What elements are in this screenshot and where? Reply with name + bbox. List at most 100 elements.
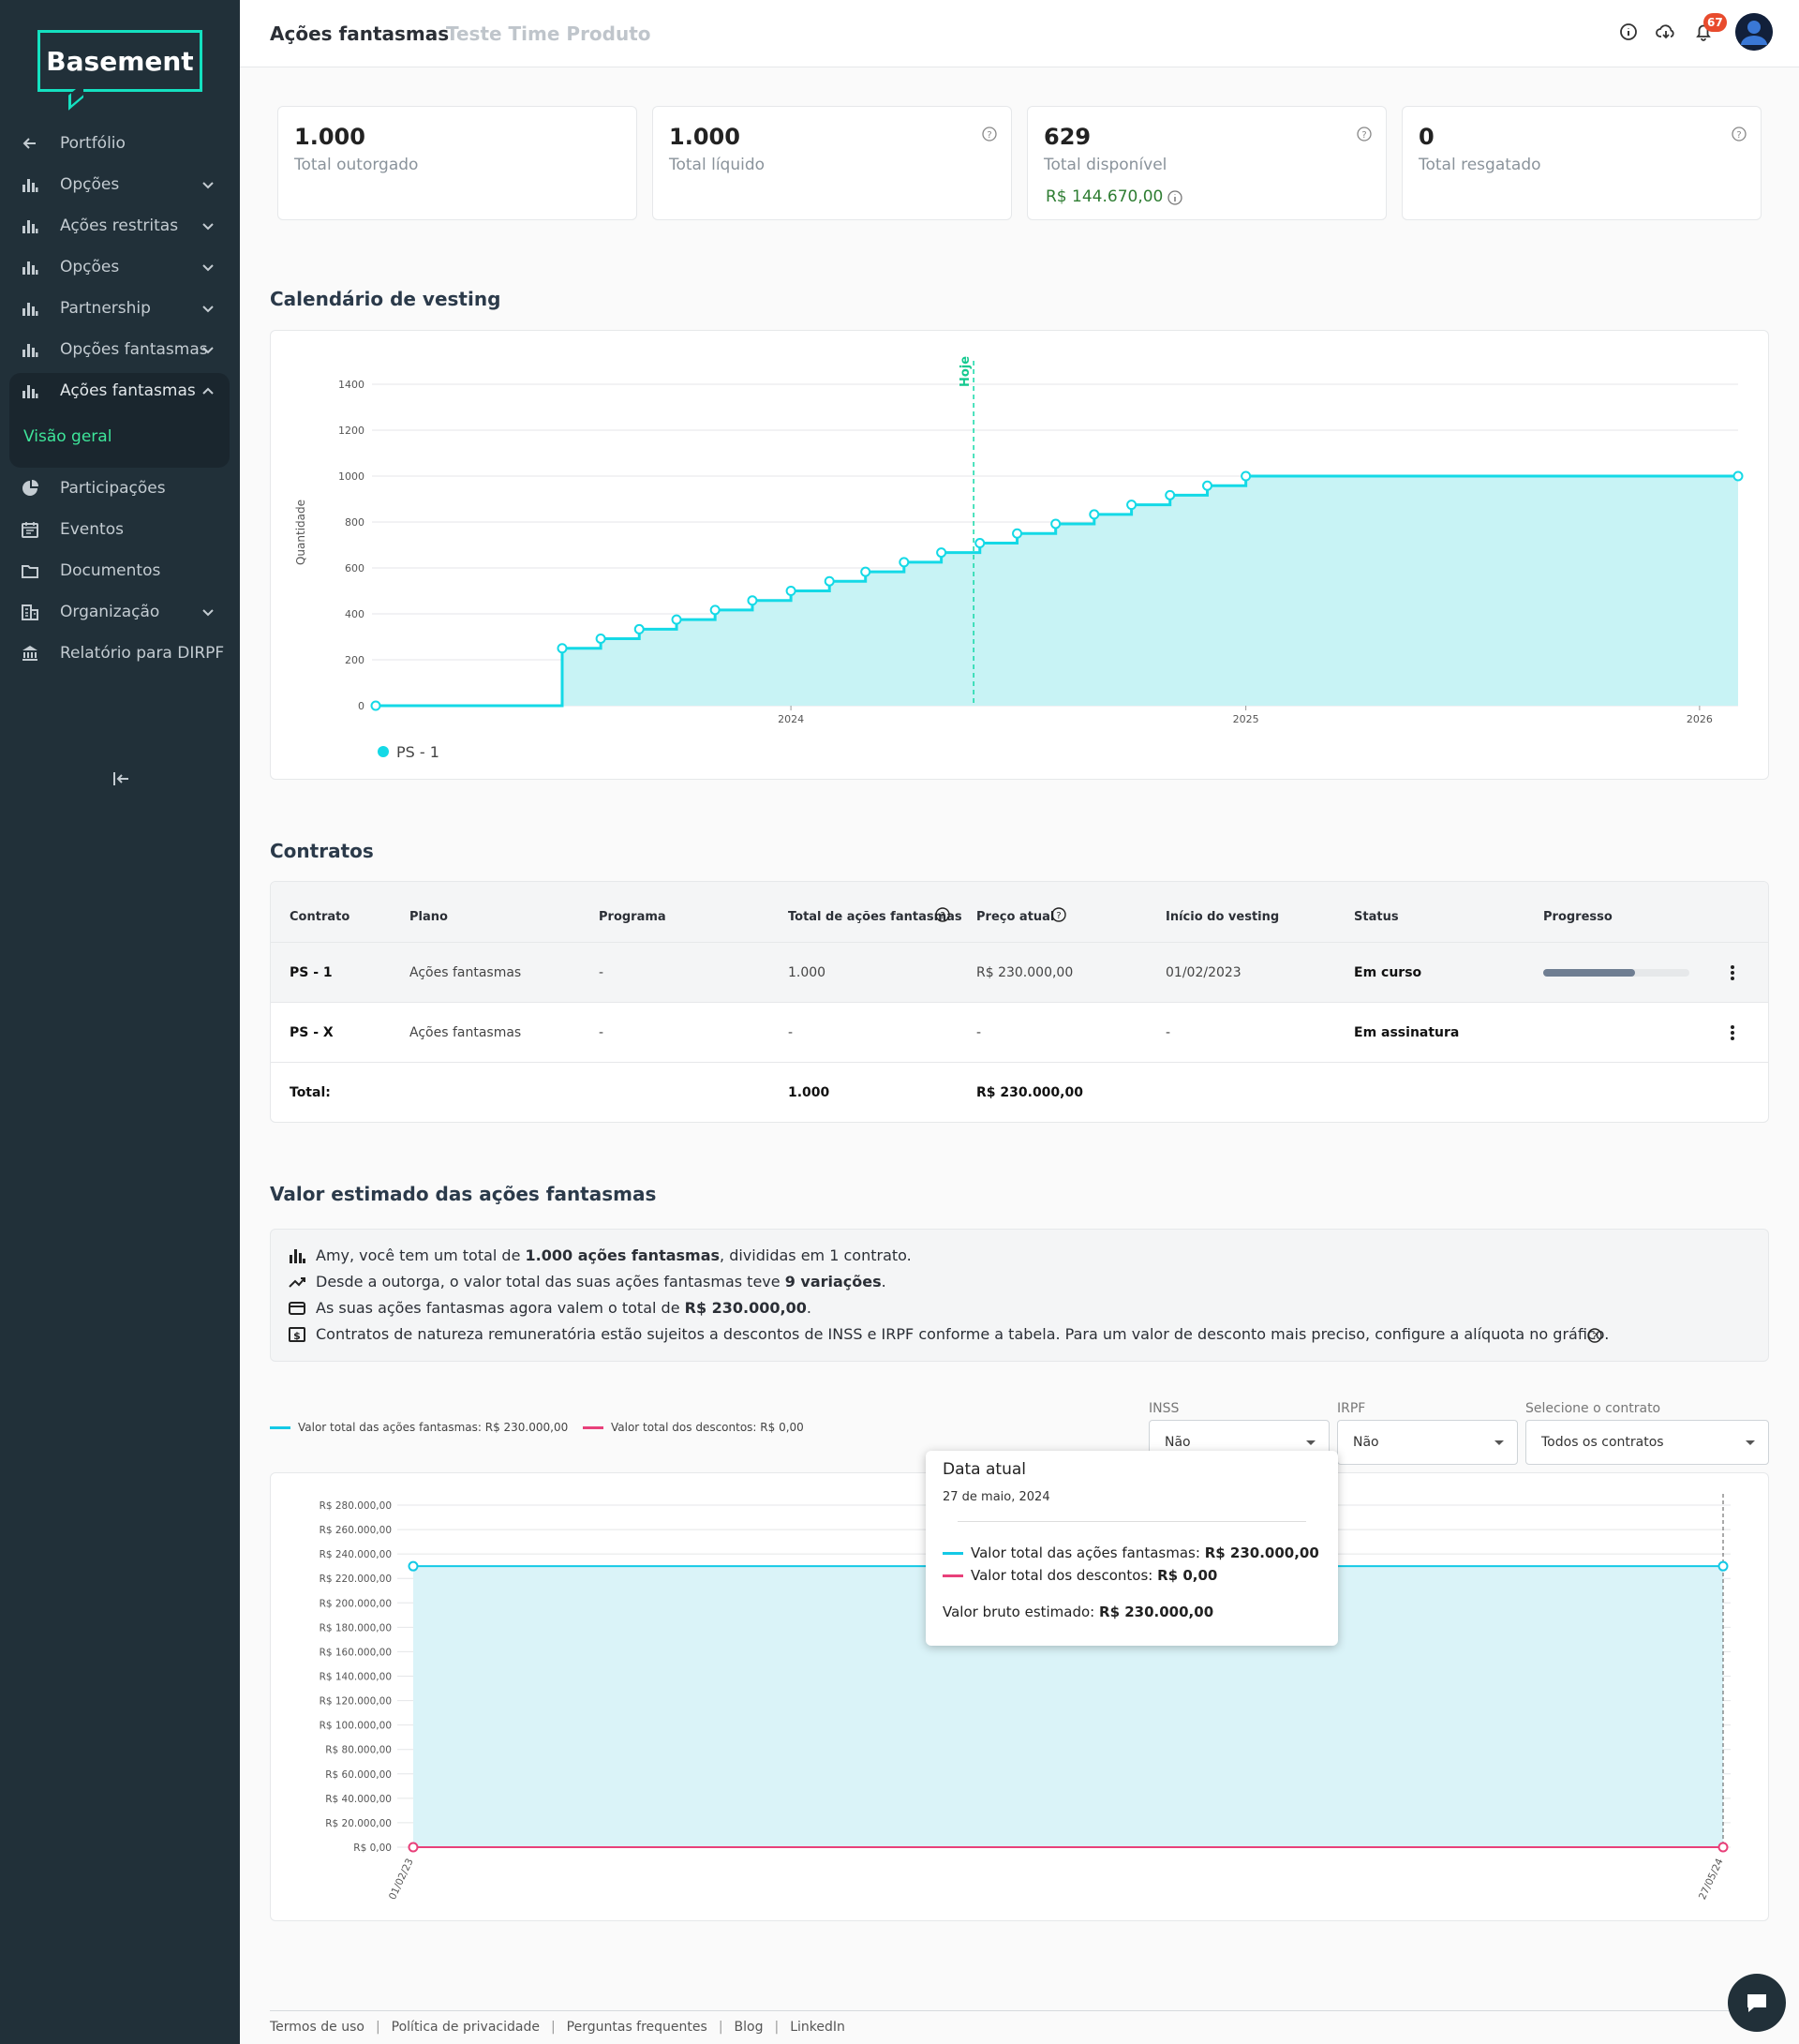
info-icon[interactable] — [1617, 21, 1640, 43]
data-point[interactable] — [974, 538, 986, 549]
sidebar-item-label: Ações fantasmas — [60, 381, 196, 400]
footer-divider — [270, 2010, 1769, 2011]
legend-item-descontos[interactable]: Valor total dos descontos: R$ 0,00 — [583, 1421, 804, 1434]
chevron-down-icon — [201, 342, 216, 357]
sidebar-item-organiza-o[interactable]: Organização — [0, 591, 240, 633]
info-icon[interactable] — [1167, 189, 1183, 206]
sidebar-item-partnership[interactable]: Partnership — [0, 288, 240, 329]
y-axis-label: Quantidade — [294, 500, 307, 565]
today-label: Hoje — [959, 356, 973, 387]
cell-contrato[interactable]: PS - X — [290, 1025, 334, 1040]
sidebar-item-label: Opções — [60, 175, 120, 194]
sidebar-item-label: Documentos — [60, 561, 161, 580]
svg-text:?: ? — [1736, 130, 1741, 141]
data-point[interactable] — [860, 566, 871, 577]
data-point[interactable] — [557, 643, 568, 654]
sidebar-item-op-es[interactable]: Opções — [0, 164, 240, 205]
sidebar-item-eventos[interactable]: Eventos — [0, 509, 240, 550]
data-point[interactable] — [408, 1560, 419, 1572]
data-point[interactable] — [1012, 528, 1023, 539]
footer-link-faq[interactable]: Perguntas frequentes — [566, 2020, 707, 2035]
data-point[interactable] — [595, 633, 606, 644]
progress-fill — [1543, 969, 1636, 977]
help-icon[interactable]: ? — [1050, 906, 1067, 923]
data-point[interactable] — [709, 604, 721, 616]
footer-link-termos[interactable]: Termos de uso — [270, 2020, 364, 2035]
contract-select-label: Selecione o contrato — [1525, 1401, 1661, 1416]
data-point[interactable] — [1717, 1560, 1729, 1572]
col-total: Total de ações fantasmas — [788, 910, 962, 924]
tooltip-swatch — [943, 1551, 963, 1555]
collapse-sidebar-icon[interactable] — [111, 768, 131, 789]
x-tick-label: 27/05/24 — [1697, 1857, 1726, 1902]
table-row[interactable]: PS - X Ações fantasmas - - - - Em assina… — [271, 1002, 1768, 1062]
footer-link-linkedin[interactable]: LinkedIn — [790, 2020, 845, 2035]
sidebar-item-op-es[interactable]: Opções — [0, 246, 240, 288]
legend-item-total[interactable]: Valor total das ações fantasmas: R$ 230.… — [270, 1421, 568, 1434]
data-point[interactable] — [1202, 480, 1213, 491]
col-inicio: Início do vesting — [1166, 910, 1280, 924]
y-tick-label: R$ 0,00 — [353, 1843, 392, 1854]
more-options-icon[interactable] — [1729, 963, 1736, 982]
sidebar-item-label: Relatório para DIRPF — [60, 644, 225, 663]
chat-button[interactable] — [1728, 1974, 1786, 2032]
sidebar-item-relat-rio-para-dirpf[interactable]: Relatório para DIRPF — [0, 633, 240, 674]
footer-link-privacidade[interactable]: Política de privacidade — [391, 2020, 540, 2035]
data-point[interactable] — [1126, 500, 1137, 511]
help-icon[interactable]: ? — [934, 906, 951, 923]
help-icon[interactable]: ? — [1731, 126, 1747, 142]
total-qty: 1.000 — [788, 1085, 830, 1100]
data-point[interactable] — [936, 547, 947, 559]
sidebar-item-op-es-fantasmas[interactable]: Opções fantasmas — [0, 329, 240, 370]
sidebar-item-participa-es[interactable]: Participações — [0, 468, 240, 509]
legend-label[interactable]: PS - 1 — [396, 743, 439, 761]
help-icon[interactable]: ? — [1356, 126, 1373, 142]
avatar[interactable] — [1735, 13, 1773, 51]
company-name[interactable]: Teste Time Produto — [446, 22, 651, 45]
col-status: Status — [1354, 910, 1399, 924]
sidebar: Basement Portfólio Opções Ações restritas O… — [0, 0, 240, 2044]
sidebar-item-a-es-fantasmas[interactable]: Ações fantasmas — [0, 370, 240, 411]
irpf-select[interactable]: Não — [1337, 1420, 1518, 1465]
cloud-download-icon[interactable] — [1655, 21, 1677, 43]
trending-up-icon — [289, 1277, 305, 1288]
brand-logo[interactable]: Basement — [37, 30, 202, 92]
data-point[interactable] — [1089, 509, 1100, 520]
svg-text:?: ? — [987, 130, 991, 141]
data-point[interactable] — [785, 586, 796, 596]
data-point[interactable] — [1165, 489, 1176, 500]
footer-link-blog[interactable]: Blog — [734, 2020, 764, 2035]
help-icon[interactable]: ? — [1586, 1327, 1603, 1344]
more-options-icon[interactable] — [1729, 1023, 1736, 1042]
data-point[interactable] — [671, 614, 682, 625]
sidebar-item-documentos[interactable]: Documentos — [0, 550, 240, 591]
sidebar-item-portf-lio[interactable]: Portfólio — [0, 123, 240, 164]
data-point[interactable] — [824, 575, 835, 587]
bar-chart-icon — [21, 381, 39, 400]
data-point[interactable] — [1050, 518, 1062, 530]
contract-select[interactable]: Todos os contratos — [1525, 1420, 1769, 1465]
data-point[interactable] — [1732, 470, 1744, 482]
data-point[interactable] — [1717, 1842, 1729, 1853]
help-icon[interactable]: ? — [981, 126, 998, 142]
sidebar-item-label: Ações restritas — [60, 216, 179, 235]
data-point[interactable] — [1241, 470, 1252, 482]
data-point[interactable] — [408, 1842, 419, 1853]
cell-contrato[interactable]: PS - 1 — [290, 965, 333, 980]
data-point[interactable] — [747, 595, 758, 606]
y-tick-label: 1000 — [338, 470, 364, 483]
total-price: R$ 230.000,00 — [976, 1085, 1083, 1100]
sidebar-item-a-es-restritas[interactable]: Ações restritas — [0, 205, 240, 246]
tooltip-row-descontos: Valor total dos descontos: R$ 0,00 — [943, 1567, 1217, 1584]
data-point[interactable] — [370, 700, 381, 711]
data-point[interactable] — [633, 623, 645, 634]
stat-money: R$ 144.670,00 — [1046, 187, 1164, 206]
sidebar-subitem-visao-geral[interactable]: Visão geral — [23, 427, 112, 446]
legend-swatch — [583, 1425, 603, 1429]
col-progresso: Progresso — [1543, 910, 1613, 924]
data-point[interactable] — [899, 557, 910, 568]
vesting-chart-panel: 0 200 400 600 800 1000 1200 1400 2024 2025 2026 Ho… — [270, 330, 1769, 780]
table-row[interactable]: PS - 1 Ações fantasmas - 1.000 R$ 230.00… — [271, 942, 1768, 1002]
cell-status: Em curso — [1354, 965, 1422, 980]
bar-chart-icon — [21, 216, 39, 235]
